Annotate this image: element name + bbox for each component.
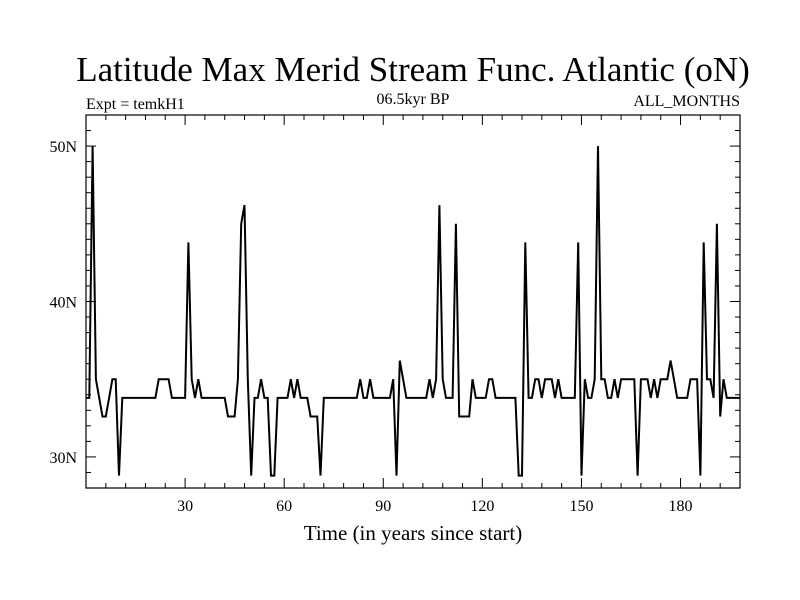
- y-tick-label: 30N: [49, 450, 77, 467]
- plot-frame: [85, 114, 741, 489]
- y-tick-labels: 30N 40N 50N: [49, 139, 77, 467]
- chart-title: Latitude Max Merid Stream Func. Atlantic…: [76, 50, 750, 89]
- months-label: ALL_MONTHS: [633, 93, 740, 110]
- x-axis: [105, 115, 741, 488]
- x-tick-label: 90: [375, 498, 391, 515]
- x-tick-label: 30: [177, 498, 193, 515]
- x-tick-label: 150: [569, 498, 593, 515]
- x-tick-label: 120: [470, 498, 494, 515]
- x-tick-label: 60: [276, 498, 292, 515]
- x-tick-label: 180: [669, 498, 693, 515]
- y-tick-label: 50N: [49, 139, 77, 156]
- y-axis: [86, 130, 740, 473]
- experiment-label: Expt = temkH1: [86, 96, 185, 113]
- series-line: [86, 146, 740, 477]
- y-tick-label: 40N: [49, 295, 77, 312]
- x-axis-label: Time (in years since start): [304, 521, 523, 545]
- period-label: 06.5kyr BP: [377, 91, 450, 108]
- x-tick-labels: 30 60 90 120 150 180: [177, 498, 692, 515]
